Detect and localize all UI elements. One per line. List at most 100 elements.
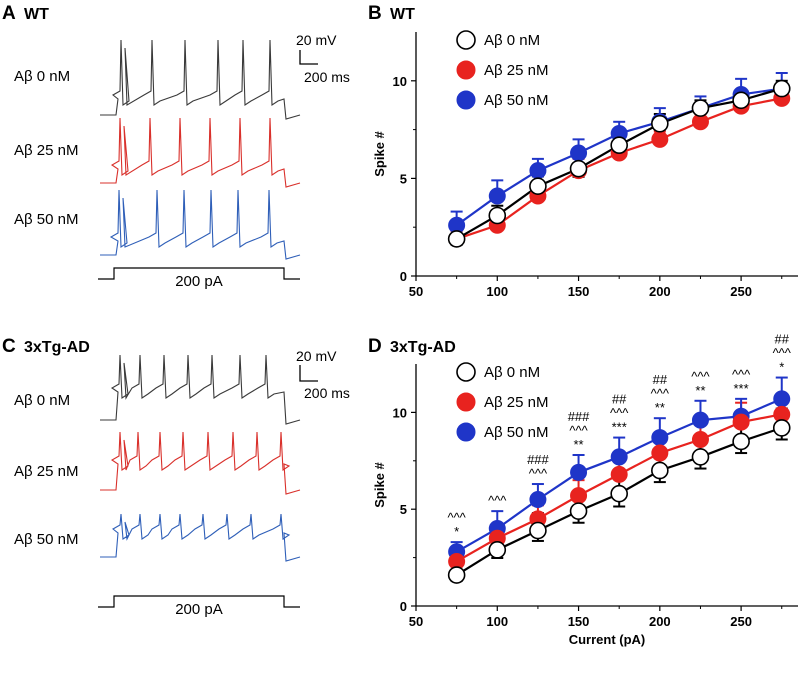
data-point-1 [570,487,588,505]
significance-label: *** [612,420,627,435]
scale-time-c: 200 ms [304,385,350,401]
panel-a-letter: A [2,3,16,24]
membrane-trace-2 [100,189,301,260]
trace-label-2: Aβ 50 nM [14,531,79,548]
scale-voltage-a: 20 mV [296,32,337,48]
significance-label: *** [734,381,749,396]
significance-label: ^^^ [569,423,588,438]
trace-label-1: Aβ 25 nM [14,463,79,480]
data-point-1 [691,431,709,449]
x-tick-label: 150 [568,284,590,299]
scale-bar-a: 20 mV 200 ms [296,32,350,85]
significance-label: ^^^ [529,466,548,481]
scale-bar-c-lines [299,365,318,382]
data-point-1 [610,465,628,483]
y-tick-label: 10 [393,74,407,89]
y-tick-label: 10 [393,405,407,420]
x-tick-label: 200 [649,614,671,629]
legend-label-1: Aβ 25 nM [484,62,549,79]
data-point-0 [651,461,669,480]
significance-label: ^^^ [732,367,751,382]
data-point-2 [570,144,588,162]
data-point-2 [529,162,547,180]
legend-label-0: Aβ 0 nM [484,364,540,381]
significance-label: ## [653,372,668,387]
data-point-0 [732,91,750,110]
data-point-0 [569,159,588,178]
membrane-trace-2 [100,513,301,562]
legend-marker-2 [456,422,476,442]
significance-label: ^^^ [651,386,670,401]
legend-marker-0 [456,362,476,382]
significance-label: ^^^ [691,369,710,384]
data-point-0 [610,484,628,503]
membrane-trace-1 [100,117,301,188]
significance-label: ** [573,437,583,452]
scale-bar-c: 20 mV 200 ms [296,348,350,401]
data-point-0 [691,99,710,117]
panel-d-title: 3xTg-AD [390,339,456,356]
significance-label: ## [775,332,790,347]
data-point-0 [772,419,791,437]
significance-label: ## [612,392,627,407]
legend-marker-2 [456,90,476,110]
x-tick-label: 50 [409,284,423,299]
data-point-1 [651,444,669,462]
significance-label: ^^^ [610,406,629,421]
x-tick-label: 100 [486,284,508,299]
scale-time-a: 200 ms [304,69,350,85]
stimulus-trace [98,595,300,608]
data-point-0 [447,230,466,248]
trace-label-2: Aβ 50 nM [14,211,79,228]
data-point-2 [488,187,506,205]
data-point-0 [488,206,507,225]
chart-panel-d: 50 100 150 200 250 0 5 10 Spike # Current (pA) Aβ … [372,332,798,647]
data-point-0 [651,114,669,133]
stimulus-label: 200 pA [175,601,223,618]
y-tick-label: 5 [400,171,407,186]
traces-panel-a: Aβ 0 nM Aβ 25 nM Aβ 50 nM 200 pA [14,39,301,290]
data-point-0 [447,566,466,584]
x-tick-label: 250 [730,614,752,629]
traces-panel-c: Aβ 0 nM Aβ 25 nM Aβ 50 nM 200 pA [14,354,301,618]
trace-label-0: Aβ 0 nM [14,392,70,409]
y-axis-title: Spike # [372,130,387,176]
data-point-1 [732,413,750,431]
data-point-2 [570,463,588,481]
stimulus-label: 200 pA [175,273,223,290]
data-point-0 [529,521,547,540]
significance-label: ### [527,452,549,467]
y-tick-label: 0 [400,269,407,284]
legend-label-1: Aβ 25 nM [484,394,549,411]
significance-label: ^^^ [488,493,507,508]
y-tick-label: 5 [400,502,407,517]
data-point-1 [651,130,669,148]
significance-label: ### [568,409,590,424]
scale-voltage-c: 20 mV [296,348,337,364]
panel-b-title: WT [390,6,415,23]
scale-bar-a-lines [299,50,318,65]
significance-label: ** [655,400,665,415]
data-point-0 [691,448,710,466]
legend-marker-1 [456,60,476,80]
trace-label-0: Aβ 0 nM [14,68,70,85]
y-tick-label: 0 [400,599,407,614]
legend-marker-0 [456,30,476,50]
data-point-0 [529,177,547,196]
significance-label: ^^^ [447,510,466,525]
x-tick-label: 150 [568,614,590,629]
data-point-2 [773,390,791,408]
legend-label-2: Aβ 50 nM [484,424,549,441]
significance-label: ** [695,383,705,398]
significance-label: * [454,524,459,539]
data-point-0 [569,502,588,520]
legend-marker-1 [456,392,476,412]
panel-a-title: WT [24,6,49,23]
membrane-trace-1 [100,431,301,495]
panel-d-letter: D [368,336,382,357]
panel-c-letter: C [2,336,16,357]
membrane-trace-0 [100,39,301,120]
significance-label: ^^^ [773,346,792,361]
data-point-0 [732,432,750,451]
